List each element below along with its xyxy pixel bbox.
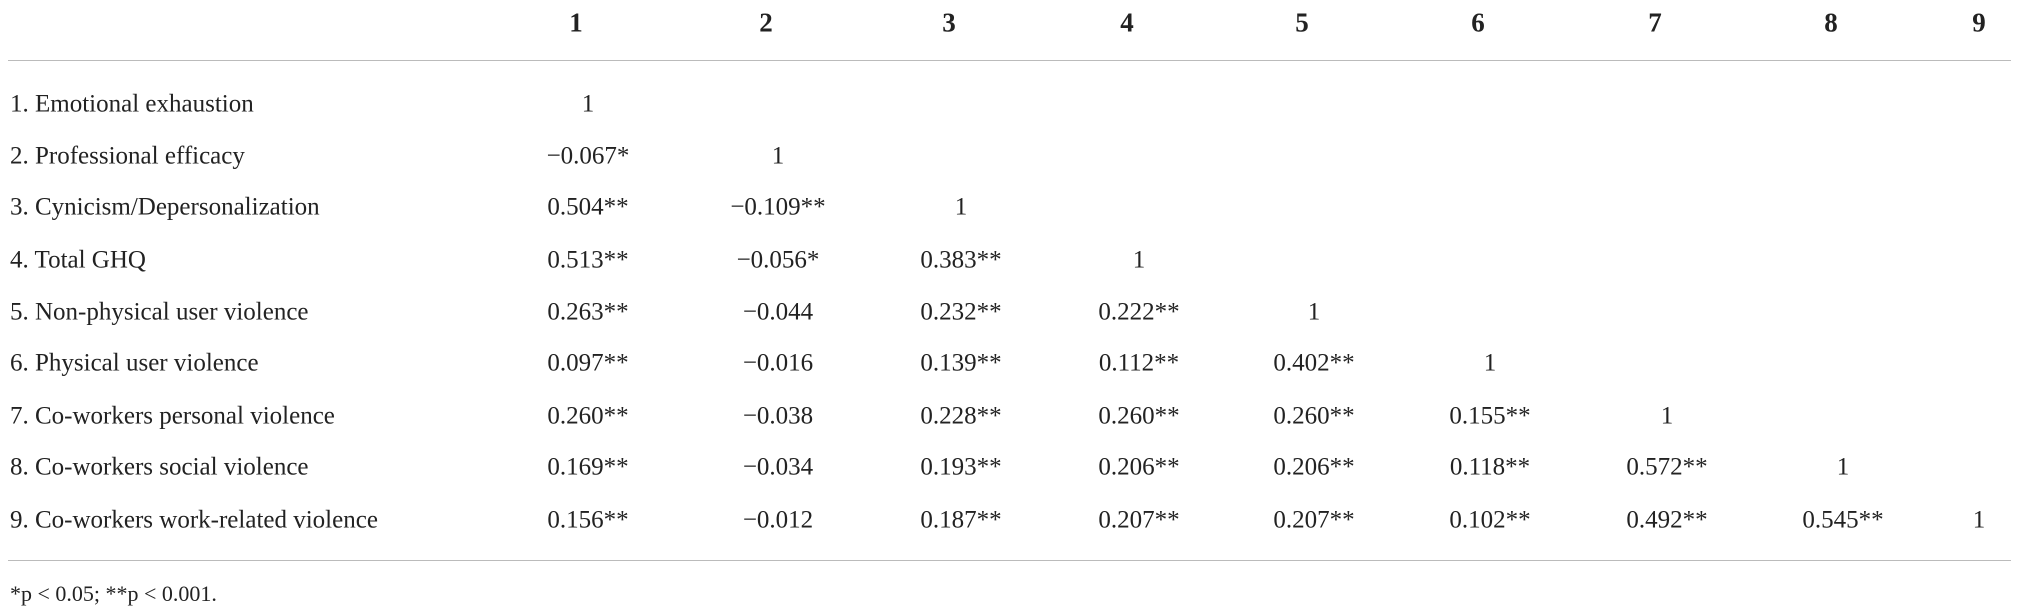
row-label: 2. Professional efficacy xyxy=(10,142,245,170)
cell: −0.038 xyxy=(742,402,814,430)
header-rule xyxy=(8,60,2011,61)
cell: 0.263** xyxy=(547,298,629,326)
cell: 0.513** xyxy=(547,246,629,274)
row-label: 8. Co-workers social violence xyxy=(10,453,309,481)
cell: 0.232** xyxy=(920,298,1002,326)
cell: −0.044 xyxy=(742,298,814,326)
row-label: 6. Physical user violence xyxy=(10,349,259,377)
cell: −0.034 xyxy=(742,453,814,481)
cell: 1 xyxy=(1307,298,1321,326)
cell: −0.056* xyxy=(736,246,820,274)
cell: 0.139** xyxy=(920,349,1002,377)
row-label: 9. Co-workers work-related violence xyxy=(10,506,378,534)
column-header: 4 xyxy=(1120,7,1134,38)
row-label: 1. Emotional exhaustion xyxy=(10,90,254,118)
cell: 1 xyxy=(1836,453,1850,481)
row-label: 4. Total GHQ xyxy=(10,246,146,274)
row-label: 5. Non-physical user violence xyxy=(10,298,309,326)
cell: 0.169** xyxy=(547,453,629,481)
cell: −0.067* xyxy=(546,142,630,170)
column-header: 2 xyxy=(759,7,773,38)
cell: 0.260** xyxy=(547,402,629,430)
row-label: 3. Cynicism/Depersonalization xyxy=(10,193,320,221)
cell: 0.228** xyxy=(920,402,1002,430)
footnote: *p < 0.05; **p < 0.001. xyxy=(10,581,217,606)
cell: 0.187** xyxy=(920,506,1002,534)
cell: 1 xyxy=(1660,402,1674,430)
cell: 1 xyxy=(1972,506,1986,534)
cell: 0.156** xyxy=(547,506,629,534)
cell: 1 xyxy=(1483,349,1497,377)
cell: 0.545** xyxy=(1802,506,1884,534)
cell: 1 xyxy=(771,142,785,170)
cell: 0.572** xyxy=(1626,453,1708,481)
column-header: 7 xyxy=(1648,7,1662,38)
cell: 0.206** xyxy=(1273,453,1355,481)
cell: 0.207** xyxy=(1098,506,1180,534)
column-header: 6 xyxy=(1471,7,1485,38)
cell: 0.097** xyxy=(547,349,629,377)
cell: 0.206** xyxy=(1098,453,1180,481)
row-label: 7. Co-workers personal violence xyxy=(10,402,335,430)
cell: 0.207** xyxy=(1273,506,1355,534)
cell: −0.109** xyxy=(730,193,826,221)
column-header: 9 xyxy=(1972,7,1986,38)
cell: 0.402** xyxy=(1273,349,1355,377)
cell: 1 xyxy=(581,90,595,118)
column-header: 1 xyxy=(569,7,583,38)
cell: 1 xyxy=(1132,246,1146,274)
column-header: 3 xyxy=(942,7,956,38)
cell: −0.012 xyxy=(742,506,814,534)
cell: 0.260** xyxy=(1273,402,1355,430)
cell: 0.193** xyxy=(920,453,1002,481)
cell: 0.118** xyxy=(1449,453,1531,481)
cell: 0.260** xyxy=(1098,402,1180,430)
cell: 0.102** xyxy=(1449,506,1531,534)
cell: 1 xyxy=(954,193,968,221)
column-header: 8 xyxy=(1824,7,1838,38)
bottom-rule xyxy=(8,560,2011,561)
cell: 0.504** xyxy=(547,193,629,221)
cell: 0.222** xyxy=(1098,298,1180,326)
cell: 0.383** xyxy=(920,246,1002,274)
cell: 0.492** xyxy=(1626,506,1708,534)
cell: 0.112** xyxy=(1098,349,1180,377)
cell: 0.155** xyxy=(1449,402,1531,430)
column-header: 5 xyxy=(1295,7,1309,38)
cell: −0.016 xyxy=(742,349,814,377)
